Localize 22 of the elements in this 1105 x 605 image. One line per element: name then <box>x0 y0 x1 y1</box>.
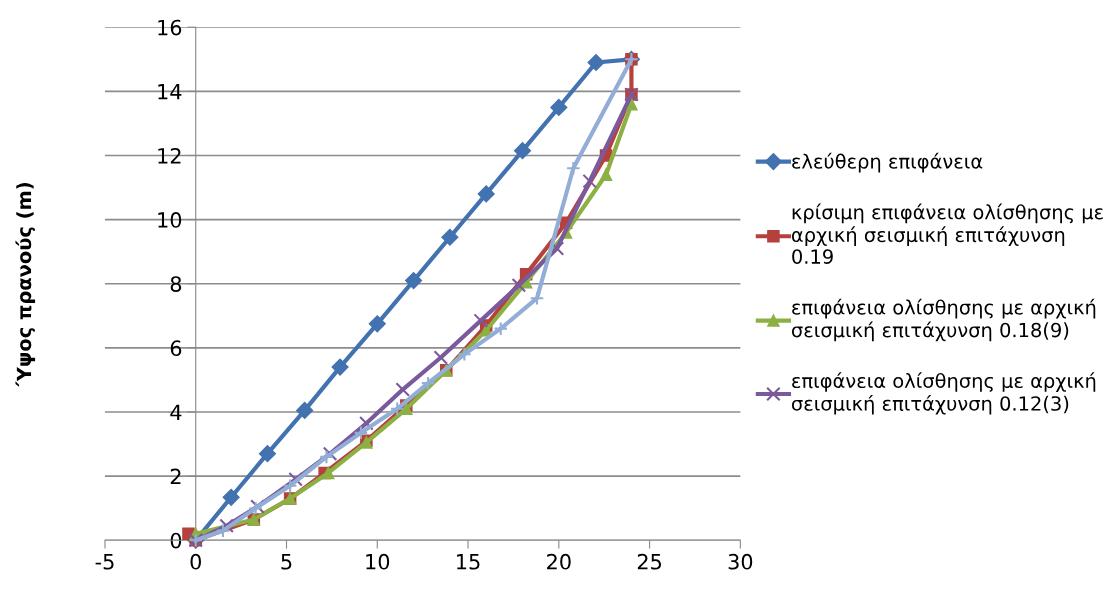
legend-label: επιφάνεια ολίσθησης με αρχική σεισμική επιτάχυνση 0.18(9) <box>791 298 1096 342</box>
y-axis-title: Ύψος πρανούς (m) <box>15 182 36 387</box>
x-tick-label: 30 <box>728 553 753 570</box>
x-tick-label: -5 <box>95 554 114 570</box>
y-tick-label: 0 <box>170 532 182 549</box>
y-tick-label: 14 <box>158 84 182 100</box>
y-tick-label: 6 <box>170 340 182 357</box>
legend-label: ελεύθερη επιφάνεια <box>792 152 983 173</box>
y-tick-label: 10 <box>158 212 182 228</box>
y-tick-label: 12 <box>158 147 181 164</box>
x-tick-label: 25 <box>637 553 662 570</box>
y-tick-label: 2 <box>170 468 181 485</box>
legend-label: επιφάνεια ολίσθησης με αρχική σεισμική επιτάχυνση 0.12(3) <box>791 372 1096 415</box>
y-tick-label: 4 <box>170 404 182 420</box>
x-tick-label: 10 <box>366 553 390 570</box>
x-tick-label: 20 <box>547 553 571 570</box>
y-tick-label: 8 <box>170 276 182 292</box>
y-tick-label: 16 <box>158 19 182 36</box>
x-tick-label: 5 <box>281 554 292 570</box>
x-tick-label: 15 <box>457 554 480 570</box>
x-tick-label: 0 <box>190 553 201 570</box>
legend-label: κρίσιμη επιφάνεια ολίσθησης με αρχική σεισμική επιτάχυνση 0.19 <box>791 203 1103 264</box>
